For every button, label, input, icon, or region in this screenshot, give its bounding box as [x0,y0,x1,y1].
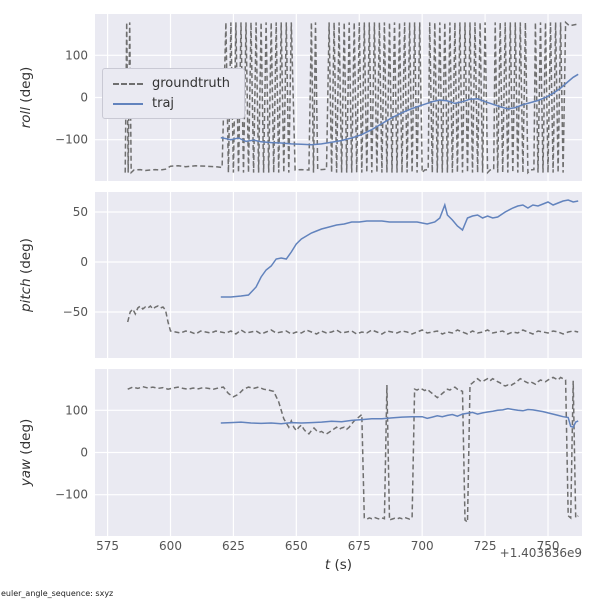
xtick-label: 700 [411,539,434,553]
y-axis-label-pitch: pitch (deg) [18,238,34,313]
ytick-label-pitch: 50 [73,205,88,219]
series-groundtruth-pitch [126,304,579,335]
xtick-label: 725 [474,539,497,553]
ytick-label-roll: 0 [80,91,88,105]
legend-item-groundtruth: groundtruth [113,77,230,90]
series-groundtruth-yaw [127,376,579,524]
series-groundtruth-roll [124,20,579,175]
series-traj-pitch [220,199,579,298]
legend-item-traj: traj [113,97,230,110]
ytick-label-pitch: 0 [80,255,88,269]
x-axis-offset: +1.403636e9 [500,546,582,560]
xtick-label: 600 [159,539,182,553]
ytick-label-roll: 100 [65,48,88,62]
footer-note: euler_angle_sequence: sxyz [1,589,114,598]
traj-line-sample [113,102,143,105]
xtick-label: 625 [222,539,245,553]
ytick-label-pitch: −50 [63,305,88,319]
xtick-label: 650 [285,539,308,553]
ytick-label-yaw: 0 [80,446,88,460]
xtick-label: 750 [537,539,560,553]
ytick-label-yaw: 100 [65,403,88,417]
xtick-label: 675 [348,539,371,553]
series-traj-roll [220,73,579,146]
legend: groundtruth traj [102,68,246,119]
ytick-label-yaw: −100 [55,488,88,502]
x-axis-label: t (s) [325,557,352,573]
ytick-label-roll: −100 [55,133,88,147]
y-axis-label-roll: roll (deg) [18,67,34,129]
legend-label-traj: traj [152,96,175,111]
legend-label-groundtruth: groundtruth [152,76,231,91]
xtick-label: 575 [96,539,119,553]
series-traj-yaw [220,407,579,429]
groundtruth-line-sample [113,82,143,85]
y-axis-label-yaw: yaw (deg) [18,419,34,488]
